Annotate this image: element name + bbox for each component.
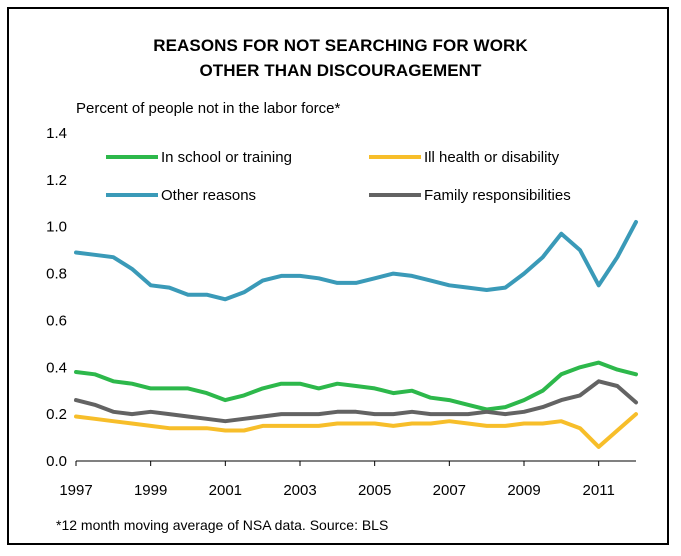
series-line-3 bbox=[74, 379, 638, 424]
legend-label-3: Family responsibilities bbox=[424, 187, 571, 204]
y-tick-label: 1.0 bbox=[46, 219, 67, 236]
x-tick-label: 2005 bbox=[358, 482, 391, 499]
x-tick-label: 2011 bbox=[583, 482, 615, 499]
x-tick-label: 2003 bbox=[283, 482, 316, 499]
y-tick-label: 1.4 bbox=[46, 125, 67, 142]
y-axis-label: Percent of people not in the labor force… bbox=[76, 100, 341, 117]
y-tick-label: 0.8 bbox=[46, 266, 67, 283]
x-tick-label: 2009 bbox=[507, 482, 540, 499]
axes: 0.0 0.2 0.4 0.6 0.8 1.0 1.2 1.4 1997 1999 2001 2003… bbox=[46, 125, 636, 499]
y-tick-label: 0.0 bbox=[46, 453, 67, 470]
x-tick-label: 1999 bbox=[134, 482, 167, 499]
chart-title-line-2: OTHER THAN DISCOURAGEMENT bbox=[199, 61, 482, 80]
legend-label-0: In school or training bbox=[161, 149, 292, 166]
chart-frame bbox=[7, 7, 669, 545]
x-tick-label: 1997 bbox=[59, 482, 92, 499]
x-tick-label: 2007 bbox=[433, 482, 466, 499]
x-tick-label: 2001 bbox=[209, 482, 242, 499]
series-line-2 bbox=[74, 220, 638, 302]
y-tick-label: 1.2 bbox=[46, 172, 67, 189]
series-line-0 bbox=[74, 360, 638, 412]
y-tick-label: 0.4 bbox=[46, 359, 67, 376]
series-lines bbox=[74, 220, 638, 449]
legend: In school or training Ill health or disab… bbox=[106, 149, 571, 204]
y-tick-label: 0.6 bbox=[46, 312, 67, 329]
y-tick-label: 0.2 bbox=[46, 406, 67, 423]
legend-label-1: Ill health or disability bbox=[424, 149, 560, 166]
legend-label-2: Other reasons bbox=[161, 187, 256, 204]
footnote: *12 month moving average of NSA data. So… bbox=[56, 517, 389, 533]
series-line-1 bbox=[74, 412, 638, 449]
chart-title-line-1: REASONS FOR NOT SEARCHING FOR WORK bbox=[153, 36, 528, 55]
